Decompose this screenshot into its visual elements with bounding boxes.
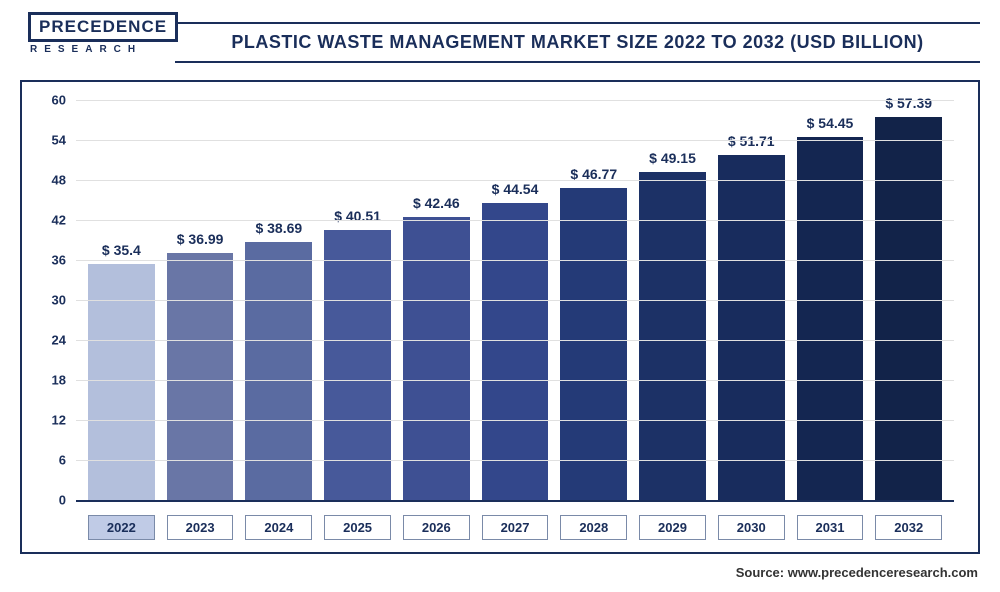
x-axis-labels: 2022 2023 2024 2025 2026 2027 2028 2029 2030 2031… [76,515,954,540]
gridline [76,340,954,341]
y-tick-label: 36 [52,253,66,268]
y-tick-label: 24 [52,333,66,348]
bar-value-label: $ 44.54 [492,181,539,197]
x-axis-category-label: 2032 [875,515,942,540]
bar: $ 49.15 [639,172,706,500]
y-tick-label: 0 [59,493,66,508]
bar-value-label: $ 57.39 [885,95,932,111]
logo-main-text: PRECEDENCE [39,18,167,36]
gridline [76,300,954,301]
title-bar: PLASTIC WASTE MANAGEMENT MARKET SIZE 202… [175,22,980,63]
gridline [76,220,954,221]
gridline [76,180,954,181]
y-tick-label: 12 [52,413,66,428]
x-axis-category-label: 2023 [167,515,234,540]
gridline [76,460,954,461]
gridline [76,420,954,421]
bar-value-label: $ 42.46 [413,195,460,211]
bar-value-label: $ 38.69 [255,220,302,236]
gridline [76,100,954,101]
bar-value-label: $ 35.4 [102,242,141,258]
plot-area: $ 35.4$ 36.99$ 38.69$ 40.51$ 42.46$ 44.5… [76,100,954,502]
bar: $ 46.77 [560,188,627,500]
brand-logo: PRECEDENCE RESEARCH [28,12,178,55]
chart-border: $ 35.4$ 36.99$ 38.69$ 40.51$ 42.46$ 44.5… [20,80,980,554]
bar-value-label: $ 51.71 [728,133,775,149]
x-axis-category-label: 2026 [403,515,470,540]
logo-sub-text: RESEARCH [30,44,178,55]
y-tick-label: 30 [52,293,66,308]
bar: $ 54.45 [797,137,864,500]
x-axis-category-label: 2030 [718,515,785,540]
x-axis-category-label: 2027 [482,515,549,540]
y-tick-label: 6 [59,453,66,468]
x-axis-category-label: 2029 [639,515,706,540]
bar: $ 57.39 [875,117,942,500]
x-axis-category-label: 2022 [88,515,155,540]
bar-value-label: $ 36.99 [177,231,224,247]
logo-box: PRECEDENCE [28,12,178,42]
y-tick-label: 54 [52,133,66,148]
y-tick-label: 42 [52,213,66,228]
gridline [76,260,954,261]
bar-value-label: $ 49.15 [649,150,696,166]
x-axis-category-label: 2031 [797,515,864,540]
gridline [76,380,954,381]
bar: $ 51.71 [718,155,785,500]
y-tick-label: 18 [52,373,66,388]
chart-plot-container: $ 35.4$ 36.99$ 38.69$ 40.51$ 42.46$ 44.5… [76,100,954,502]
x-axis-category-label: 2028 [560,515,627,540]
source-attribution: Source: www.precedenceresearch.com [736,565,978,580]
bar-value-label: $ 54.45 [807,115,854,131]
x-axis-category-label: 2025 [324,515,391,540]
chart-title: PLASTIC WASTE MANAGEMENT MARKET SIZE 202… [175,32,980,53]
bar: $ 36.99 [167,253,234,500]
bar-value-label: $ 40.51 [334,208,381,224]
y-tick-label: 48 [52,173,66,188]
x-axis-category-label: 2024 [245,515,312,540]
bar: $ 38.69 [245,242,312,500]
bar: $ 44.54 [482,203,549,500]
y-tick-label: 60 [52,93,66,108]
gridline [76,140,954,141]
